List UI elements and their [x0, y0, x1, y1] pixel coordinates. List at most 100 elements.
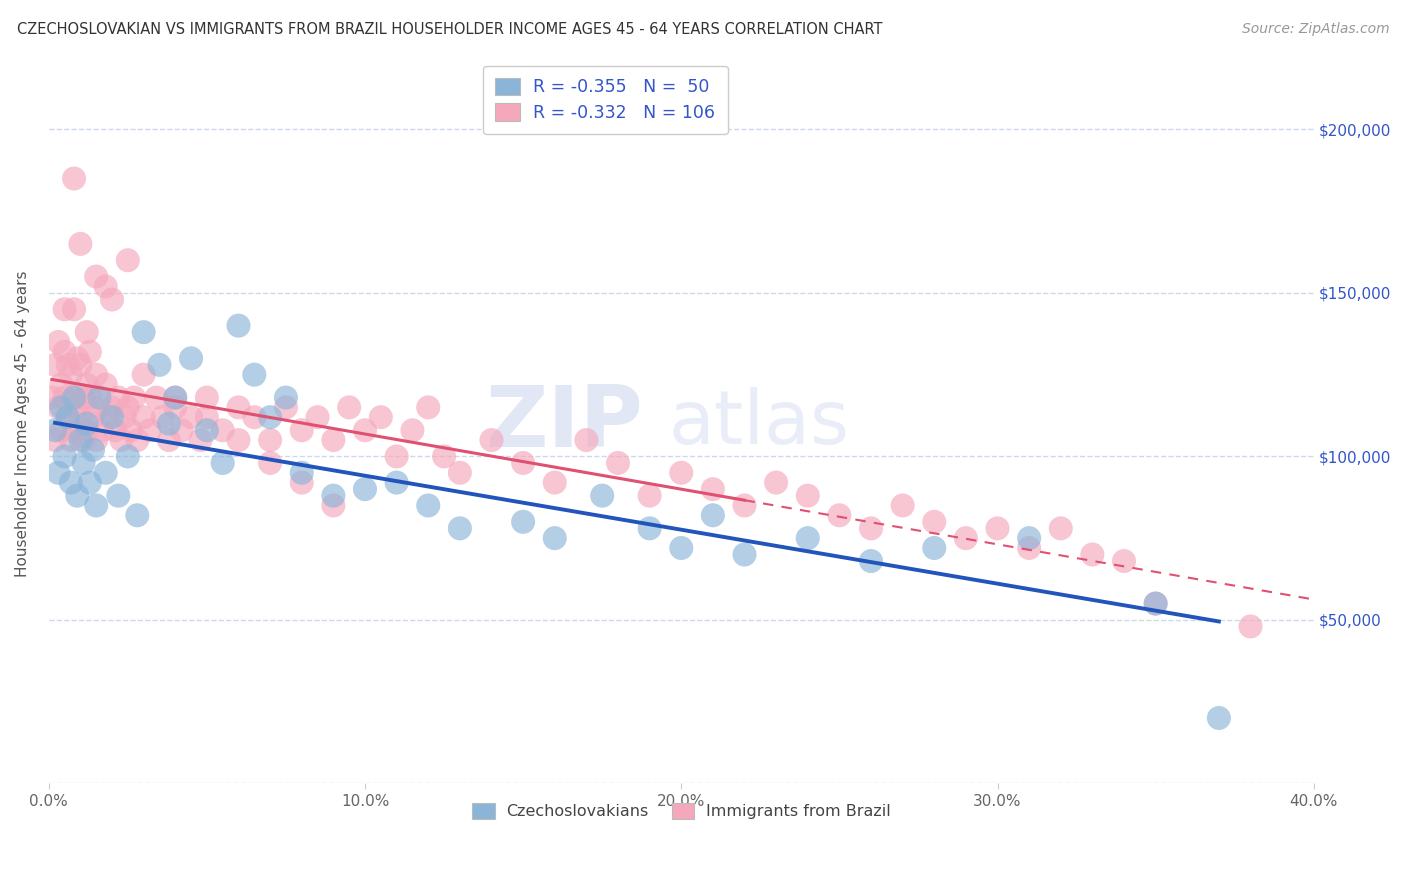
Point — [53, 302, 76, 317]
Point — [66, 401, 89, 415]
Point — [148, 358, 170, 372]
Point — [274, 401, 297, 415]
Point — [59, 368, 82, 382]
Point — [211, 423, 233, 437]
Point — [139, 423, 162, 437]
Point — [544, 531, 567, 545]
Point — [72, 391, 94, 405]
Point — [765, 475, 787, 490]
Point — [46, 466, 69, 480]
Point — [307, 410, 329, 425]
Point — [195, 391, 218, 405]
Point — [291, 466, 314, 480]
Point — [63, 171, 86, 186]
Point — [117, 450, 139, 464]
Point — [575, 433, 598, 447]
Point — [117, 401, 139, 415]
Point — [180, 351, 202, 366]
Point — [449, 466, 471, 480]
Point — [145, 391, 167, 405]
Point — [69, 433, 91, 447]
Point — [117, 253, 139, 268]
Point — [79, 344, 101, 359]
Point — [132, 410, 155, 425]
Point — [734, 548, 756, 562]
Point — [401, 423, 423, 437]
Point — [165, 391, 187, 405]
Point — [63, 391, 86, 405]
Point — [481, 433, 503, 447]
Point — [114, 410, 136, 425]
Point — [170, 423, 193, 437]
Point — [132, 325, 155, 339]
Point — [53, 391, 76, 405]
Point — [370, 410, 392, 425]
Point — [110, 433, 132, 447]
Point — [122, 391, 145, 405]
Point — [986, 521, 1008, 535]
Point — [354, 423, 377, 437]
Point — [385, 475, 408, 490]
Point — [89, 401, 111, 415]
Point — [84, 433, 107, 447]
Point — [79, 391, 101, 405]
Point — [152, 410, 174, 425]
Point — [101, 410, 124, 425]
Point — [180, 410, 202, 425]
Point — [41, 391, 63, 405]
Point — [66, 351, 89, 366]
Point — [120, 423, 142, 437]
Point — [76, 417, 98, 431]
Point — [76, 423, 98, 437]
Point — [53, 450, 76, 464]
Point — [607, 456, 630, 470]
Point — [1144, 597, 1167, 611]
Point — [702, 482, 724, 496]
Point — [51, 401, 73, 415]
Point — [512, 515, 534, 529]
Point — [72, 433, 94, 447]
Point — [418, 401, 440, 415]
Point — [107, 489, 129, 503]
Point — [53, 344, 76, 359]
Point — [104, 423, 127, 437]
Point — [195, 423, 218, 437]
Point — [243, 368, 266, 382]
Point — [1018, 541, 1040, 555]
Point — [101, 401, 124, 415]
Point — [107, 391, 129, 405]
Point — [56, 358, 79, 372]
Point — [46, 401, 69, 415]
Text: Source: ZipAtlas.com: Source: ZipAtlas.com — [1241, 22, 1389, 37]
Point — [76, 377, 98, 392]
Text: atlas: atlas — [669, 387, 849, 460]
Point — [354, 482, 377, 496]
Point — [190, 433, 212, 447]
Point — [638, 521, 661, 535]
Point — [44, 423, 66, 437]
Point — [63, 391, 86, 405]
Point — [59, 475, 82, 490]
Point — [1112, 554, 1135, 568]
Y-axis label: Householder Income Ages 45 - 64 years: Householder Income Ages 45 - 64 years — [15, 270, 30, 577]
Point — [157, 433, 180, 447]
Point — [51, 377, 73, 392]
Text: ZIP: ZIP — [485, 383, 644, 466]
Point — [274, 391, 297, 405]
Point — [322, 433, 344, 447]
Point — [79, 475, 101, 490]
Point — [84, 499, 107, 513]
Point — [922, 541, 945, 555]
Point — [243, 410, 266, 425]
Point — [56, 410, 79, 425]
Point — [82, 410, 104, 425]
Point — [132, 368, 155, 382]
Point — [69, 410, 91, 425]
Point — [94, 279, 117, 293]
Point — [94, 466, 117, 480]
Point — [291, 423, 314, 437]
Point — [591, 489, 613, 503]
Point — [84, 269, 107, 284]
Point — [228, 401, 250, 415]
Point — [922, 515, 945, 529]
